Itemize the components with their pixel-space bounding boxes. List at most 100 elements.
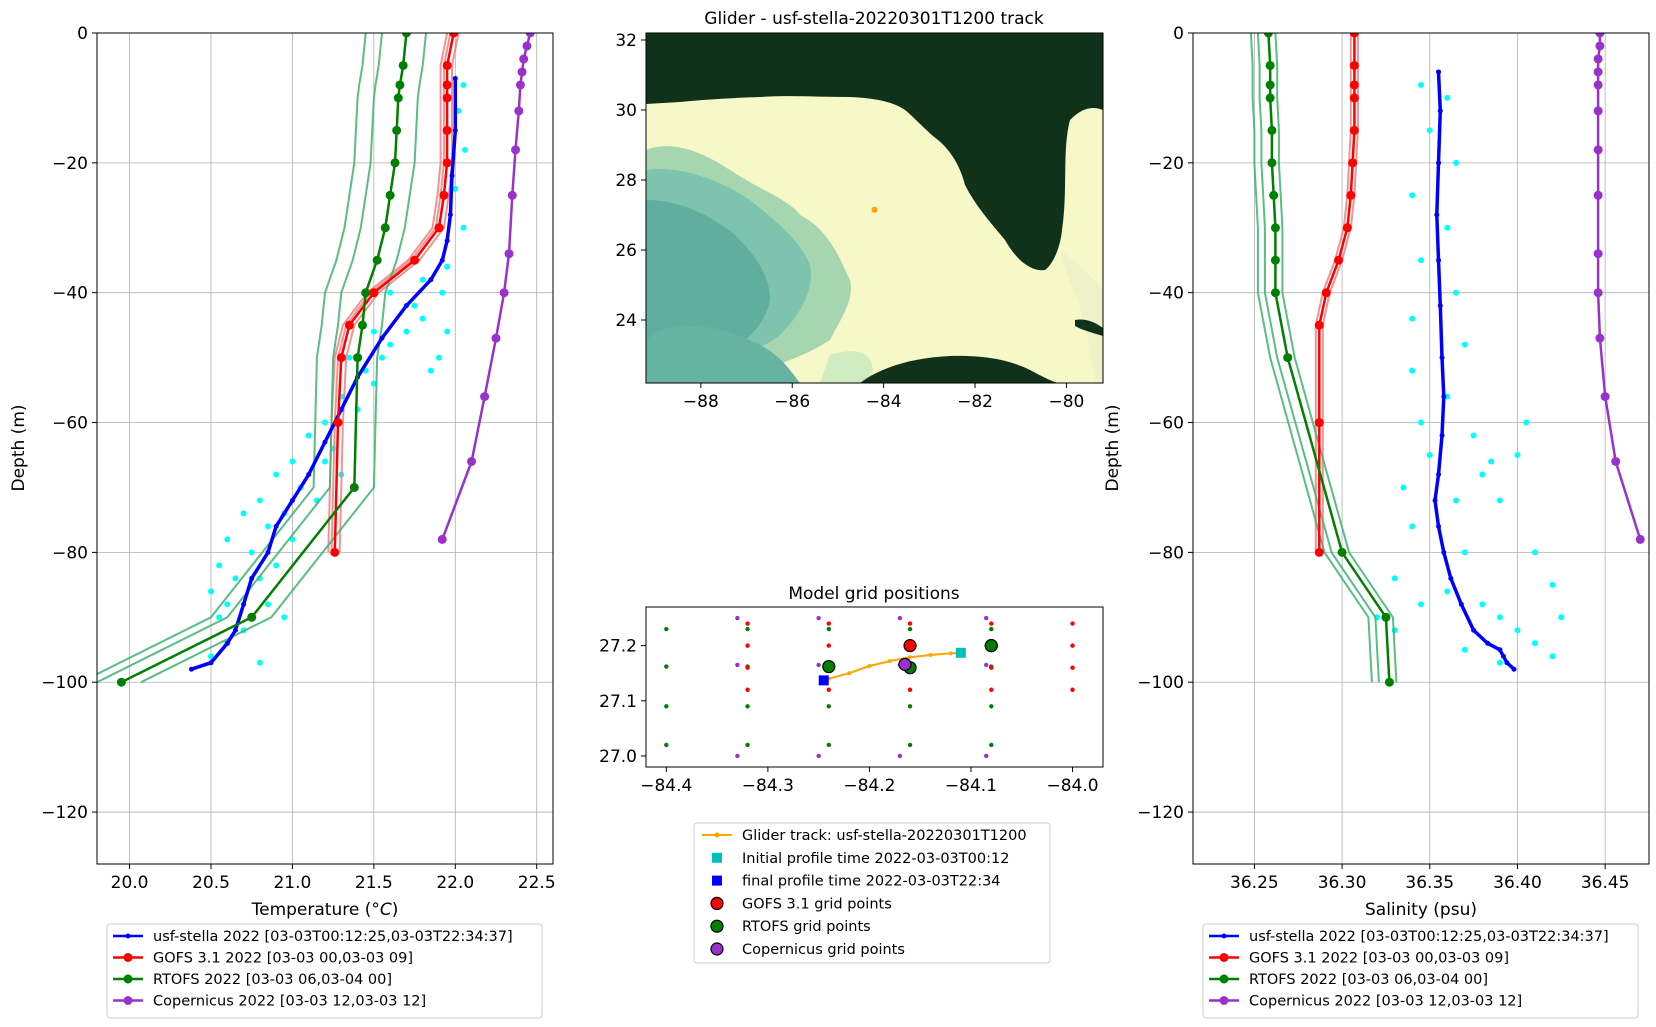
glider-scatter-point: [1532, 640, 1538, 647]
glider-scatter-point: [265, 601, 271, 608]
glider-scatter-point: [452, 185, 459, 192]
x-tick-label: −88: [683, 392, 719, 412]
glider-scatter-point: [1453, 159, 1460, 166]
copernicus-marker: [525, 33, 535, 38]
rtofs-marker: [1337, 547, 1347, 557]
glider-marker: [1434, 212, 1440, 218]
copernicus-grid-point: [816, 662, 821, 668]
gofs-marker: [434, 223, 444, 233]
copernicus-marker: [1635, 534, 1645, 544]
glider-marker: [224, 640, 230, 646]
glider-marker: [1458, 601, 1464, 607]
gofs-grid-point: [745, 621, 750, 626]
temperature-panel: 20.0 20.5 21.0 21.5 22.0 22.5 0 −20 −40 −60 −80 −1…: [9, 24, 556, 1019]
glider-marker: [249, 575, 255, 581]
gofs-marker: [1349, 80, 1359, 90]
salinity-legend: usf-stella 2022 [03-03T00:12:25,03-03T22…: [1202, 923, 1639, 1019]
glider-scatter-point: [1426, 451, 1433, 458]
gofs-grid-point: [826, 621, 831, 626]
y-tick-label: −20: [1148, 154, 1184, 174]
x-tick-label: −82: [957, 392, 993, 412]
gofs-marker: [333, 418, 343, 428]
deep-south: [646, 325, 800, 383]
glider-scatter-point: [208, 588, 214, 595]
legend-entry: GOFS 3.1 2022 [03-03 00,03-03 09]: [1249, 951, 1509, 967]
glider-scatter-point: [1418, 419, 1424, 426]
temperature-xlabel: Temperature (°C): [251, 900, 399, 920]
rtofs-marker: [353, 353, 363, 363]
legend-marker: [712, 875, 722, 886]
final-profile-marker: [818, 675, 829, 686]
grid-positions-yticks: 27.0 27.1 27.2: [599, 637, 646, 767]
temperature-legend: usf-stella 2022 [03-03T00:12:25,03-03T22…: [106, 923, 543, 1019]
gofs-marker: [442, 80, 452, 90]
copernicus-selected-point: [898, 657, 912, 671]
glider-marker: [1439, 355, 1445, 361]
x-tick-label: −80: [1048, 392, 1084, 412]
y-tick-label: −60: [1148, 414, 1184, 434]
glider-marker: [1432, 497, 1438, 503]
grid-positions-panel: Model grid positions −84.4 −84.3 −84.2 −84.…: [599, 584, 1104, 964]
glider-scatter-point: [208, 653, 214, 660]
glider-scatter-point: [273, 562, 280, 569]
rtofs-marker: [1384, 677, 1394, 687]
glider-marker: [444, 238, 450, 244]
gofs-marker: [1349, 125, 1359, 135]
land-florida: [646, 33, 1103, 271]
gofs-marker: [1314, 320, 1324, 330]
gofs-marker: [1342, 223, 1352, 233]
copernicus-marker: [504, 249, 514, 259]
glider-scatter-point: [1444, 94, 1451, 101]
gofs-grid-point: [826, 687, 831, 692]
glider-scatter-point: [1549, 653, 1556, 660]
rtofs-ensemble-line: [1274, 33, 1398, 683]
x-tick-label: 21.5: [355, 873, 393, 893]
rtofs-grid-point: [907, 704, 913, 709]
glider-scatter-point: [379, 354, 385, 361]
y-tick-label: 26: [615, 241, 637, 261]
gofs-grid-point: [1070, 687, 1075, 692]
rtofs-marker: [1270, 223, 1280, 233]
glider-scatter-point: [1453, 289, 1460, 296]
legend-marker: [1219, 996, 1229, 1005]
glider-marker: [1441, 549, 1447, 555]
glider-scatter-point: [346, 354, 353, 361]
y-tick-label: 27.1: [599, 692, 637, 712]
glider-scatter-point: [1391, 575, 1398, 582]
x-tick-label: 36.35: [1405, 873, 1454, 893]
gofs-selected-point: [903, 639, 917, 653]
rtofs-marker: [1263, 33, 1273, 38]
glider-scatter-point: [265, 523, 271, 530]
salinity-xticks: 36.25 36.30 36.35 36.40 36.45: [1230, 864, 1629, 893]
grid-positions-title: Model grid positions: [788, 584, 959, 604]
rtofs-marker: [1267, 125, 1277, 135]
rtofs-marker: [1270, 255, 1280, 265]
glider-line: [190, 78, 458, 671]
rtofs-marker: [1269, 190, 1279, 200]
rtofs-grid-point: [745, 626, 750, 632]
glider-scatter-point: [281, 614, 288, 621]
glider-scatter-point: [240, 510, 247, 517]
legend-marker: [712, 852, 722, 863]
rtofs-ensemble-line: [1256, 33, 1380, 683]
legend-entry: RTOFS grid points: [742, 919, 871, 935]
glider-line: [1433, 71, 1516, 671]
gofs-marker: [344, 320, 354, 330]
glider-scatter-point: [1400, 484, 1407, 491]
cuba-shelf: [820, 351, 873, 383]
copernicus-marker: [1593, 80, 1603, 90]
atlantic-shelf: [1060, 250, 1103, 383]
rtofs-marker: [393, 93, 403, 103]
glider-scatter-point: [1496, 659, 1503, 666]
glider-scatter-point: [1461, 549, 1468, 556]
rtofs-grid-point: [826, 704, 831, 709]
salinity-yticks: 0 −20 −40 −60 −80 −100 −120: [1137, 24, 1193, 823]
copernicus-marker: [519, 54, 529, 64]
glider-marker: [1437, 108, 1443, 114]
legend-entry: RTOFS 2022 [03-03 06,03-04 00]: [153, 972, 392, 988]
rtofs-grid-point: [745, 742, 750, 748]
glider-track-point: [948, 651, 953, 656]
temperature-series: [116, 33, 535, 687]
rtofs-marker: [1381, 612, 1391, 622]
x-tick-label: −84.0: [1046, 776, 1098, 796]
